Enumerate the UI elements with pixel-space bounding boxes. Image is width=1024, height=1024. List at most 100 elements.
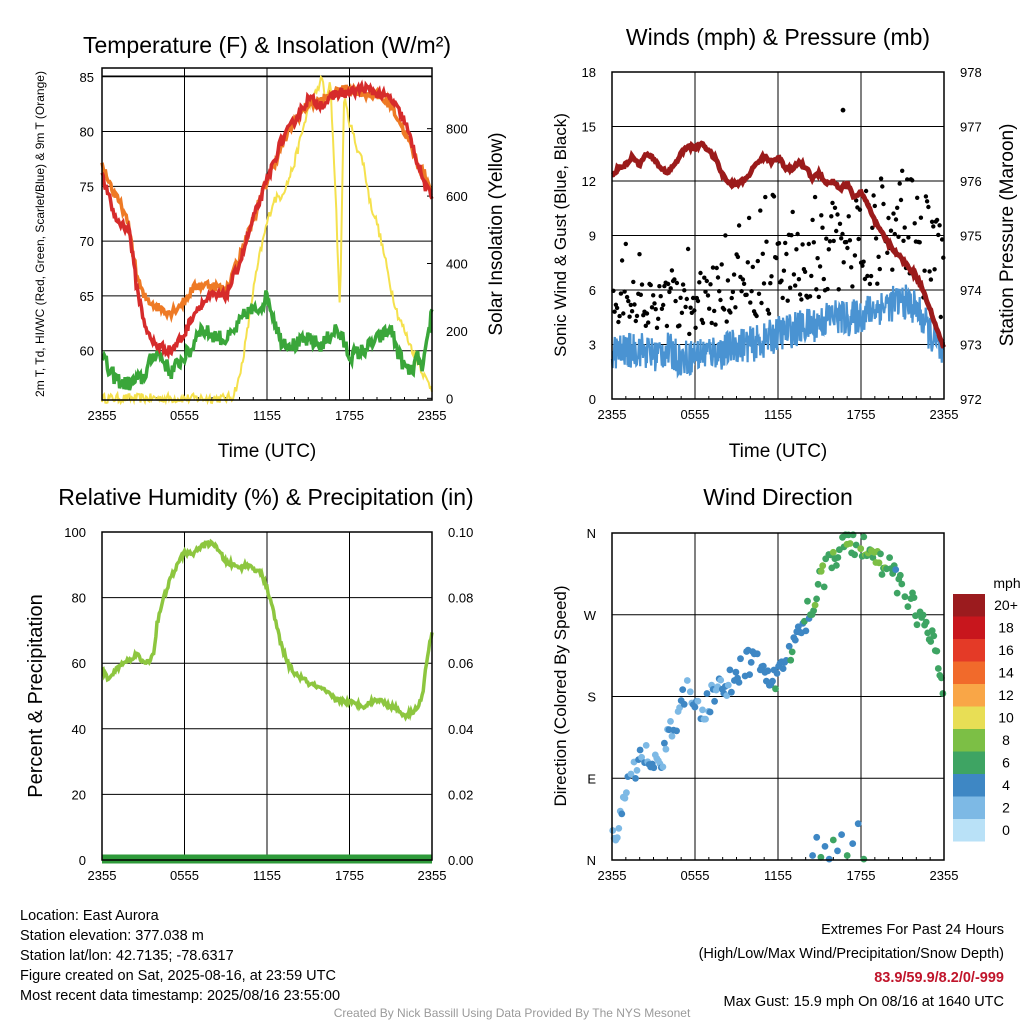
gust-point [678,295,683,300]
gust-point [705,293,711,298]
direction-point [893,589,901,597]
y-left-tick-label: 80 [72,591,86,606]
direction-point [623,789,630,797]
y-left-tick-label: 80 [80,125,94,140]
y-right-tick-label: 0.00 [448,853,473,868]
gust-point [839,236,844,241]
gust-point [749,289,754,294]
direction-point [773,669,781,677]
direction-point [892,566,900,573]
plot-frame [101,67,433,401]
gust-point [673,298,678,304]
gust-point [659,306,665,311]
direction-point [919,611,927,619]
gust-point [886,215,891,221]
legend-swatch [953,796,985,819]
direction-point [772,685,779,693]
direction-point [679,686,687,693]
gust-point [713,322,718,327]
gust-point [680,282,686,287]
gust-point [685,246,691,252]
gust-point [862,276,868,282]
gust-point [769,274,774,279]
direction-point [668,732,676,740]
y-left-tick-label: 6 [589,283,596,298]
direction-point [661,739,668,747]
gust-point [870,225,875,230]
humidity-panel: 2355 0555 1155 1755 23550204060801000.000.02… [25,484,474,883]
legend-swatch [953,594,985,617]
y-left-tick-label: 20 [72,787,86,802]
elevation-text: Station elevation: 377.038 m [20,928,204,944]
direction-point [813,595,820,603]
gust-point [819,213,824,218]
gust-point [832,205,838,210]
gust-point [912,221,917,226]
gust-point [844,239,849,245]
gust-point [877,266,882,272]
gust-point [826,247,831,252]
gust-point [816,294,821,300]
gust-point [708,282,713,287]
y-right-tick-label: 978 [960,65,982,80]
gust-point [646,320,651,325]
legend-label: 14 [998,665,1014,681]
direction-point [615,825,623,832]
gust-point [634,313,640,319]
gust-point [902,225,907,230]
gust-point [915,195,920,200]
gust-point [934,217,940,223]
gust-point [741,281,747,286]
gust-point [619,258,625,263]
direction-point [804,597,811,605]
gust-point [763,194,768,200]
direction-point [877,550,884,558]
gust-point [774,255,779,261]
gust-point [810,217,815,223]
gust-point [731,272,737,277]
gust-point [893,217,899,222]
gust-point [654,325,660,330]
direction-point [857,545,865,553]
direction-point [747,659,755,666]
gust-point [638,292,643,297]
gust-point [666,281,671,287]
direction-point [938,674,945,682]
gust-point [612,309,617,314]
direction-point [939,690,947,697]
y-tick-label: E [587,771,596,786]
direction-point [860,855,868,863]
legend-label: 16 [998,642,1014,658]
gust-point [668,286,673,291]
legend-swatch [953,639,985,662]
direction-point [852,541,860,549]
gust-point [679,310,685,315]
legend-label: 20+ [994,597,1018,613]
extremes-subtitle: (High/Low/Max Wind/Precipitation/Snow De… [698,946,1004,962]
plot-frame [611,71,945,400]
y-left-tick-label: 12 [582,174,596,189]
direction-point [811,601,819,609]
direction-point [829,548,837,556]
gust-point [760,251,765,256]
direction-point [746,671,753,678]
direction-point [896,571,904,579]
gust-point [922,268,927,273]
max-gust-text: Max Gust: 15.9 mph On 08/16 at 1640 UTC [723,994,1004,1010]
direction-point [922,618,930,626]
direction-point [817,567,825,575]
direction-point [627,770,635,778]
gust-point [667,289,672,295]
gust-point [776,241,782,246]
direction-point [910,594,918,601]
direction-point [659,763,667,771]
y-left-tick-label: 3 [589,338,596,353]
gust-point [717,289,722,294]
direction-point [912,612,919,620]
gust-point [807,294,813,299]
gust-point [674,280,680,286]
direction-point [711,697,718,705]
y-left-axis-label: Percent & Precipitation [25,594,47,797]
direction-point [691,703,699,711]
x-tick-label: 0555 [681,868,710,883]
